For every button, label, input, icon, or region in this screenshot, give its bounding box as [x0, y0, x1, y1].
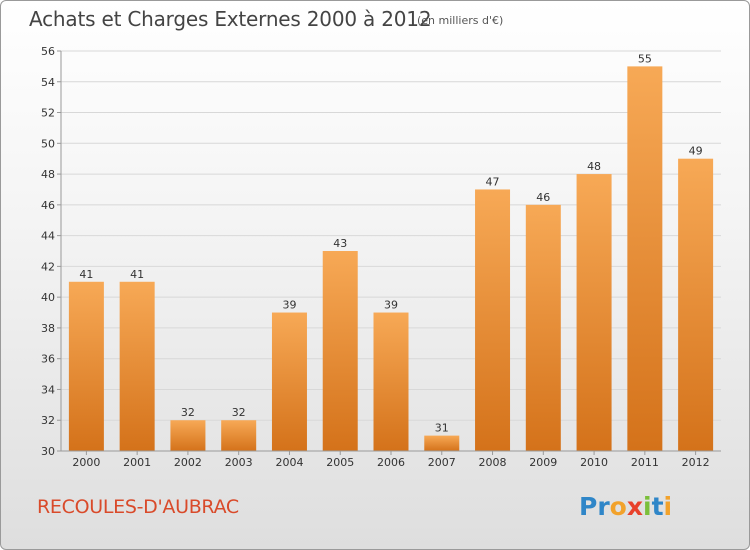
data-label: 31: [435, 422, 449, 435]
x-tick-label: 2007: [428, 456, 456, 469]
y-tick-label: 40: [41, 291, 55, 304]
x-tick-label: 2004: [275, 456, 303, 469]
bar-2007: [424, 435, 460, 451]
bar-2008: [475, 189, 511, 451]
y-tick-label: 34: [41, 383, 55, 396]
bar-2002: [170, 420, 206, 451]
y-tick-label: 38: [41, 322, 55, 335]
x-tick-label: 2008: [479, 456, 507, 469]
data-label: 55: [638, 52, 652, 65]
data-label: 32: [181, 406, 195, 419]
bar-2009: [525, 204, 561, 451]
y-tick-label: 52: [41, 107, 55, 120]
bar-2010: [576, 174, 612, 452]
proxiti-logo: Proxiti: [579, 492, 672, 521]
bar-2005: [322, 251, 358, 451]
data-label: 39: [384, 299, 398, 312]
bars: 41 41 32 32 39 43 39 31 47 46 48 55 49: [68, 52, 714, 452]
data-label: 32: [232, 406, 246, 419]
data-label: 41: [79, 268, 93, 281]
bar-2012: [678, 158, 714, 451]
y-tick-label: 42: [41, 260, 55, 273]
x-tick-label: 2006: [377, 456, 405, 469]
x-tick-label: 2012: [682, 456, 710, 469]
bar-2000: [68, 281, 104, 451]
x-tick-label: 2005: [326, 456, 354, 469]
data-label: 39: [282, 299, 296, 312]
y-tick-label: 50: [41, 137, 55, 150]
bar-2001: [119, 281, 155, 451]
y-tick-label: 32: [41, 414, 55, 427]
y-tick-label: 56: [41, 45, 55, 58]
x-tick-label: 2009: [529, 456, 557, 469]
x-tick-label: 2011: [631, 456, 659, 469]
x-tick-label: 2010: [580, 456, 608, 469]
y-axis-ticks: 30 32 34 36 38 40 42 44 46 48 50 52 54 56: [41, 45, 61, 458]
y-tick-label: 48: [41, 168, 55, 181]
y-tick-label: 30: [41, 445, 55, 458]
place-name: RECOULES-D'AUBRAC: [37, 496, 239, 518]
data-label: 48: [587, 160, 601, 173]
chart-subtitle: (en milliers d'€): [417, 14, 504, 27]
y-tick-label: 54: [41, 76, 55, 89]
bar-2011: [627, 66, 663, 451]
bar-2003: [221, 420, 257, 451]
bar-2006: [373, 312, 409, 451]
svg-text:Proxiti: Proxiti: [579, 492, 672, 521]
x-axis-ticks: 2000 2001 2002 2003 2004 2005 2006 2007 2008 2009…: [72, 451, 710, 469]
data-label: 47: [486, 175, 500, 188]
y-tick-label: 44: [41, 230, 55, 243]
y-tick-label: 46: [41, 199, 55, 212]
chart-title: Achats et Charges Externes 2000 à 2012: [29, 7, 432, 31]
data-label: 49: [689, 145, 703, 158]
y-tick-label: 36: [41, 353, 55, 366]
bar-2004: [271, 312, 307, 451]
x-tick-label: 2002: [174, 456, 202, 469]
x-tick-label: 2001: [123, 456, 151, 469]
x-tick-label: 2003: [225, 456, 253, 469]
data-label: 43: [333, 237, 347, 250]
data-label: 46: [536, 191, 550, 204]
data-label: 41: [130, 268, 144, 281]
x-tick-label: 2000: [72, 456, 100, 469]
